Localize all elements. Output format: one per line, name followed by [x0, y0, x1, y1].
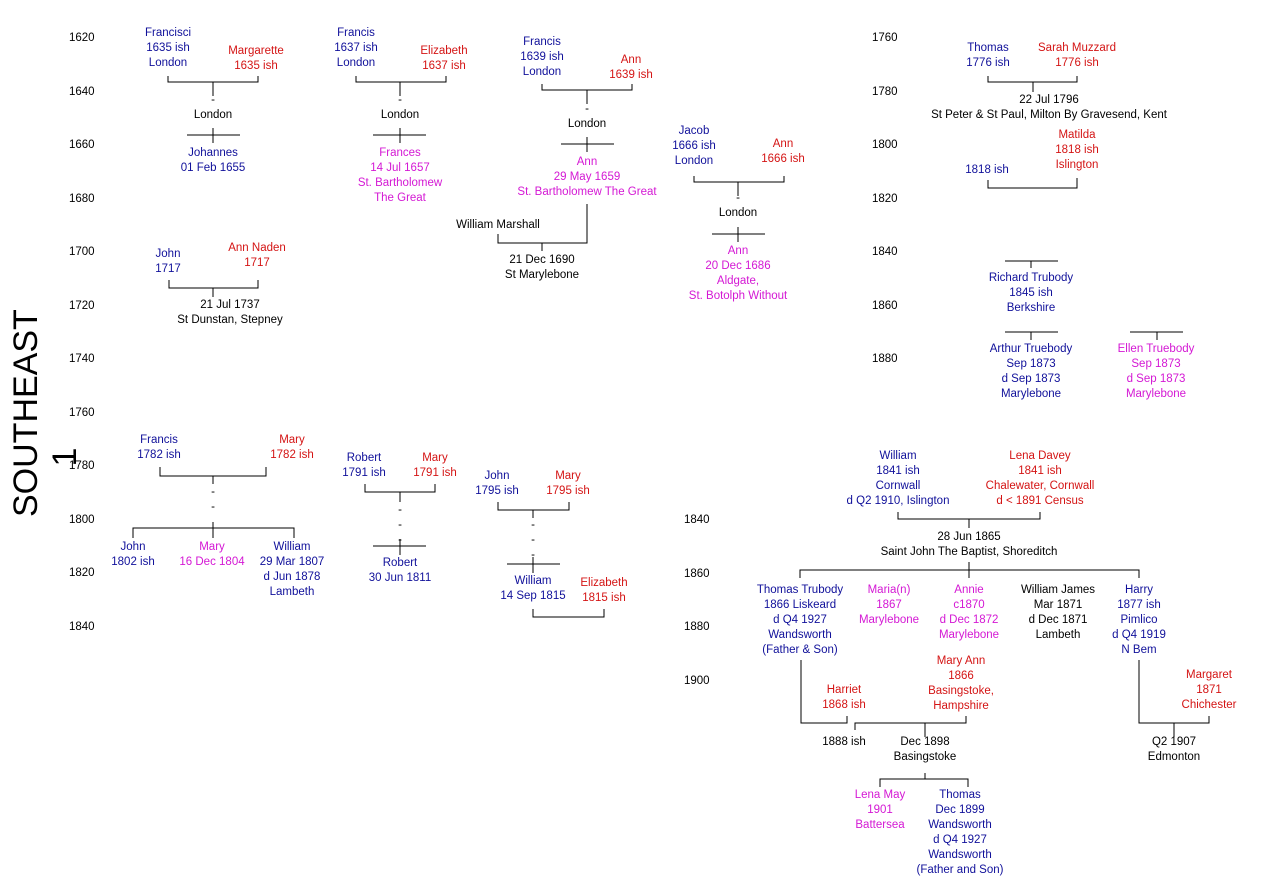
person-lena-may: Lena May 1901 Battersea: [854, 789, 906, 831]
person-robert-1791: Robert 1791 ish: [342, 452, 386, 479]
year-label: 1780: [69, 460, 95, 472]
year-label: 1800: [872, 139, 898, 151]
year-label: 1860: [872, 299, 898, 312]
person-margarette: Margarette 1635 ish: [228, 45, 284, 72]
person-thomas-1899: Thomas Dec 1899 Wandsworth d Q4 1927 Wan…: [916, 789, 1004, 876]
person-francis-1637: Francis 1637 ish London: [334, 27, 378, 69]
year-label: 1860: [684, 567, 710, 580]
year-label: 1620: [69, 32, 95, 44]
person-robert-1811: Robert 30 Jun 1811: [368, 557, 432, 584]
year-label: 1880: [872, 353, 898, 365]
marriage-place: - London: [193, 94, 233, 121]
marriage-1898: Dec 1898 Basingstoke: [893, 736, 957, 763]
marriage-1737: 21 Jul 1737 St Dunstan, Stepney: [177, 299, 283, 326]
year-label: 1880: [684, 621, 710, 633]
person-sarah-muzzard: Sarah Muzzard 1776 ish: [1038, 42, 1116, 69]
person-ann-1666: Ann 1666 ish: [761, 138, 805, 165]
person-lena-davey: Lena Davey 1841 ish Chalewater, Cornwall…: [985, 450, 1095, 507]
marriage-place: - London: [718, 192, 758, 219]
year-label: 1820: [69, 567, 95, 579]
person-ann-naden: Ann Naden 1717: [228, 242, 286, 269]
person-arthur-truebody: Arthur Truebody Sep 1873 d Sep 1873 Mary…: [989, 343, 1073, 400]
year-label: 1700: [69, 246, 95, 258]
person-mary-1804: Mary 16 Dec 1804: [179, 541, 245, 568]
person-mary-ann: Mary Ann 1866 Basingstoke, Hampshire: [928, 655, 994, 712]
person-william-1807: William 29 Mar 1807 d Jun 1878 Lambeth: [259, 541, 325, 598]
person-jacob: Jacob 1666 ish London: [672, 125, 716, 167]
person-mary-1782: Mary 1782 ish: [270, 434, 314, 461]
year-label: 1800: [69, 513, 95, 526]
year-label: 1820: [872, 192, 898, 205]
marriage-1888: 1888 ish: [822, 736, 866, 748]
person-mary-1791: Mary 1791 ish: [413, 452, 457, 479]
year-label: 1900: [684, 674, 710, 687]
dash-marker: - -: [211, 486, 215, 513]
marriage-1865: 28 Jun 1865 Saint John The Baptist, Shor…: [880, 531, 1058, 558]
year-label: 1660: [69, 139, 95, 151]
year-label: 1760: [69, 406, 95, 419]
year-label: 1680: [69, 192, 95, 205]
person-ann-1639: Ann 1639 ish: [609, 54, 653, 81]
person-ann-1659: Ann 29 May 1659 St. Bartholomew The Grea…: [517, 156, 657, 198]
year-label: 1840: [69, 620, 95, 633]
person-william-1815: William 14 Sep 1815: [500, 575, 566, 602]
year-label: 1760: [872, 32, 898, 44]
marriage-1907: Q2 1907 Edmonton: [1147, 736, 1201, 763]
person-harriet: Harriet 1868 ish: [822, 684, 866, 711]
marriage-1796: 22 Jul 1796 St Peter & St Paul, Milton B…: [931, 94, 1167, 121]
person-mary-1795: Mary 1795 ish: [546, 470, 590, 497]
year-label: 1840: [684, 514, 710, 526]
marriage-place: - London: [380, 94, 420, 121]
person-harry-1877: Harry 1877 ish Pimlico d Q4 1919 N Bem: [1112, 584, 1166, 656]
marriage-place: - London: [567, 103, 607, 130]
year-label: 1780: [872, 85, 898, 98]
person-thomas-trubody: Thomas Trubody 1866 Liskeard d Q4 1927 W…: [756, 584, 844, 656]
person-annie-1870: Annie c1870 d Dec 1872 Marylebone: [938, 584, 1000, 641]
person-frances: Frances 14 Jul 1657 St. Bartholomew The …: [357, 147, 443, 204]
person-francisci: Francisci 1635 ish London: [144, 27, 192, 69]
person-johannes: Johannes 01 Feb 1655: [180, 147, 246, 174]
person-william-1841: William 1841 ish Cornwall d Q2 1910, Isl…: [846, 450, 950, 507]
year-label: 1740: [69, 353, 95, 365]
person-richard-trubody: Richard Trubody 1845 ish Berkshire: [988, 272, 1074, 314]
person-ellen-truebody: Ellen Truebody Sep 1873 d Sep 1873 Maryl…: [1117, 343, 1195, 400]
person-matilda: Matilda 1818 ish Islington: [1055, 129, 1099, 171]
person-john-1717: John 1717: [155, 248, 181, 275]
person-1818: 1818 ish: [965, 164, 1009, 176]
person-william-marshall: William Marshall: [456, 219, 540, 231]
person-maria-1867: Maria(n) 1867 Marylebone: [858, 584, 920, 626]
year-label: 1720: [69, 299, 95, 312]
dash-marker: - - -: [531, 519, 535, 561]
person-francis-1639: Francis 1639 ish London: [520, 36, 564, 78]
year-label: 1640: [69, 85, 95, 98]
person-margaret: Margaret 1871 Chichester: [1181, 669, 1237, 711]
person-john-1802: John 1802 ish: [111, 541, 155, 568]
year-label: 1840: [872, 246, 898, 258]
dash-marker: - - -: [398, 504, 402, 546]
person-elizabeth-1637: Elizabeth 1637 ish: [420, 45, 468, 72]
person-william-james: William James Mar 1871 d Dec 1871 Lambet…: [1020, 584, 1096, 641]
person-francis-1782: Francis 1782 ish: [137, 434, 181, 461]
marriage-1690: 21 Dec 1690 St Marylebone: [504, 254, 580, 281]
person-elizabeth-1815: Elizabeth 1815 ish: [580, 577, 628, 604]
person-thomas-1776: Thomas 1776 ish: [966, 42, 1010, 69]
person-john-1795: John 1795 ish: [475, 470, 519, 497]
person-ann-1686: Ann 20 Dec 1686 Aldgate, St. Botolph Wit…: [688, 245, 788, 302]
